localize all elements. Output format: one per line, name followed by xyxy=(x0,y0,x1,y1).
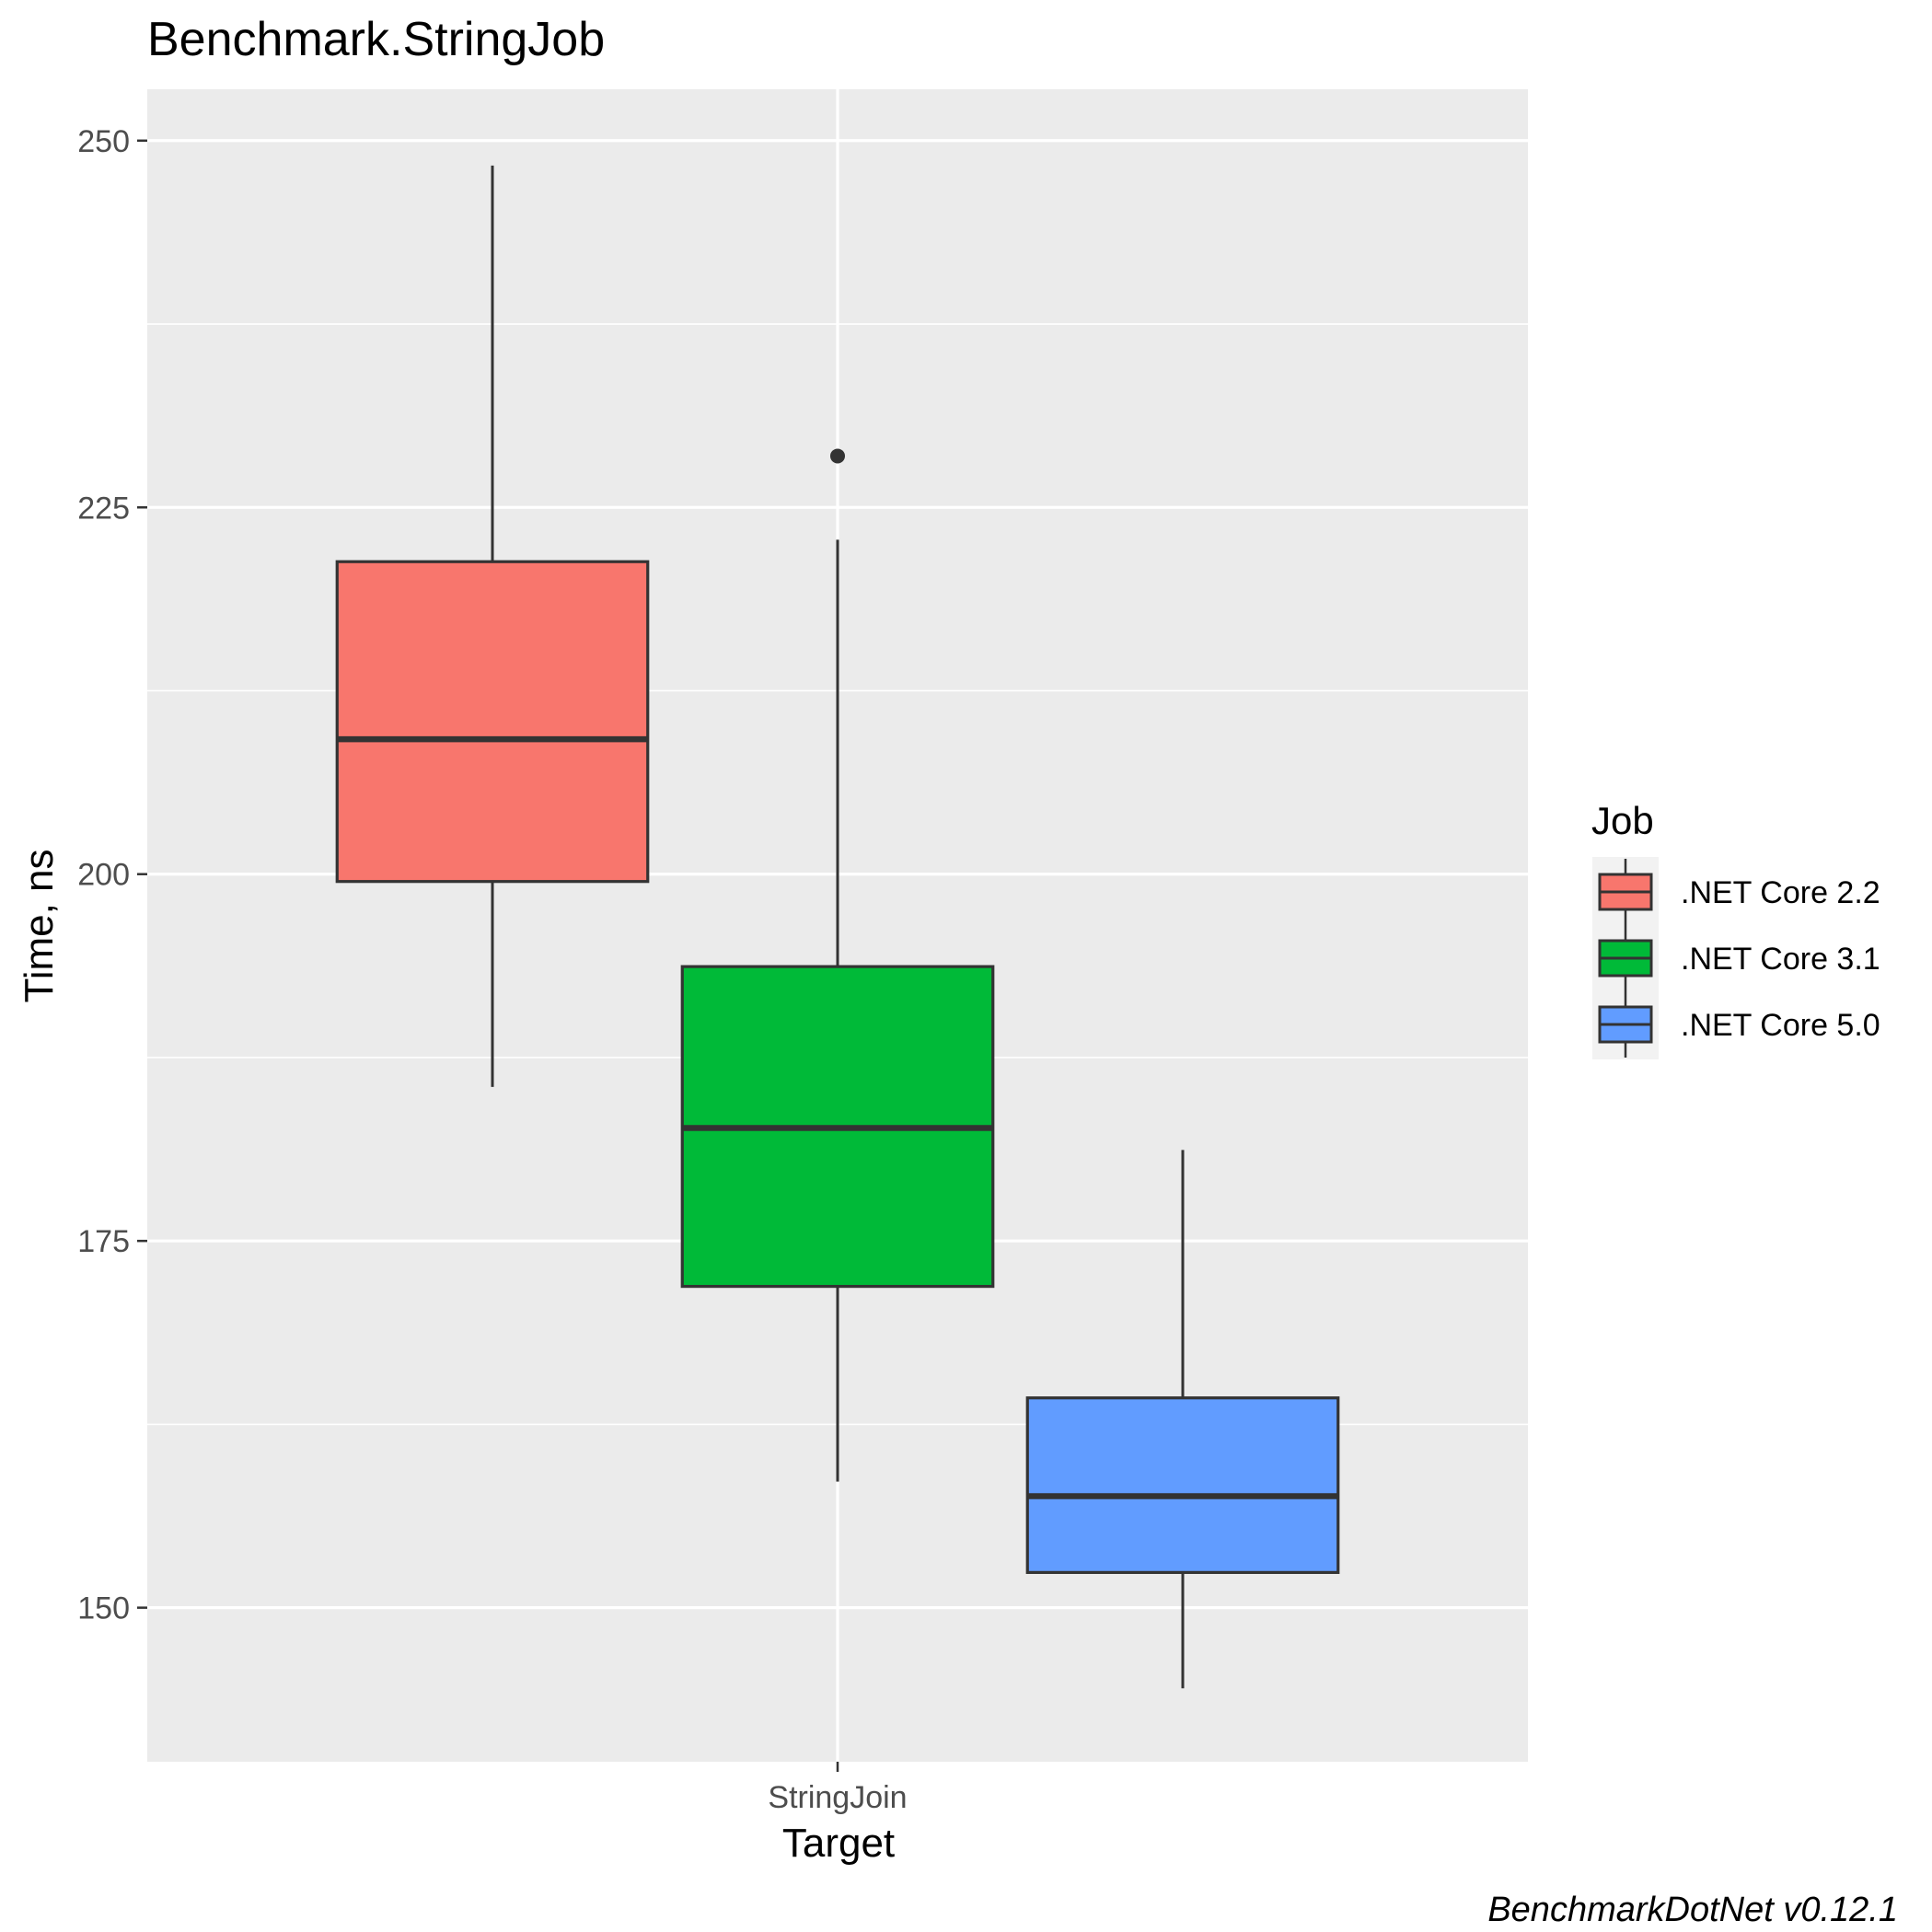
y-tick-label: 225 xyxy=(77,491,130,526)
chart-title: Benchmark.StringJob xyxy=(147,13,605,66)
box-body xyxy=(335,560,650,884)
box-net-core-3-1 xyxy=(680,448,995,1482)
legend-title: Job xyxy=(1591,799,1654,842)
box-body xyxy=(1025,1396,1340,1574)
boxes xyxy=(335,165,1340,1689)
y-axis-title: Time, ns xyxy=(17,849,62,1002)
legend: Job .NET Core 2.2 .NET Core 3.1 .NET Core … xyxy=(1591,799,1880,1059)
box-net-core-5-0 xyxy=(1025,1150,1340,1689)
box-net-core-2-2 xyxy=(335,165,650,1087)
legend-label: .NET Core 2.2 xyxy=(1681,875,1880,910)
y-tick-label: 150 xyxy=(77,1591,130,1626)
outlier-point xyxy=(830,448,845,464)
y-tick-label: 250 xyxy=(77,124,130,159)
y-tick-label: 200 xyxy=(77,858,130,893)
x-axis: StringJoin xyxy=(768,1762,908,1815)
legend-label: .NET Core 3.1 xyxy=(1681,942,1880,977)
legend-label: .NET Core 5.0 xyxy=(1681,1008,1880,1043)
y-axis: 150 175 200 225 250 xyxy=(77,124,147,1626)
y-tick-label: 175 xyxy=(77,1224,130,1259)
x-axis-title: Target xyxy=(782,1821,895,1866)
caption: BenchmarkDotNet v0.12.1 xyxy=(1487,1891,1898,1929)
x-tick-label: StringJoin xyxy=(768,1780,907,1815)
